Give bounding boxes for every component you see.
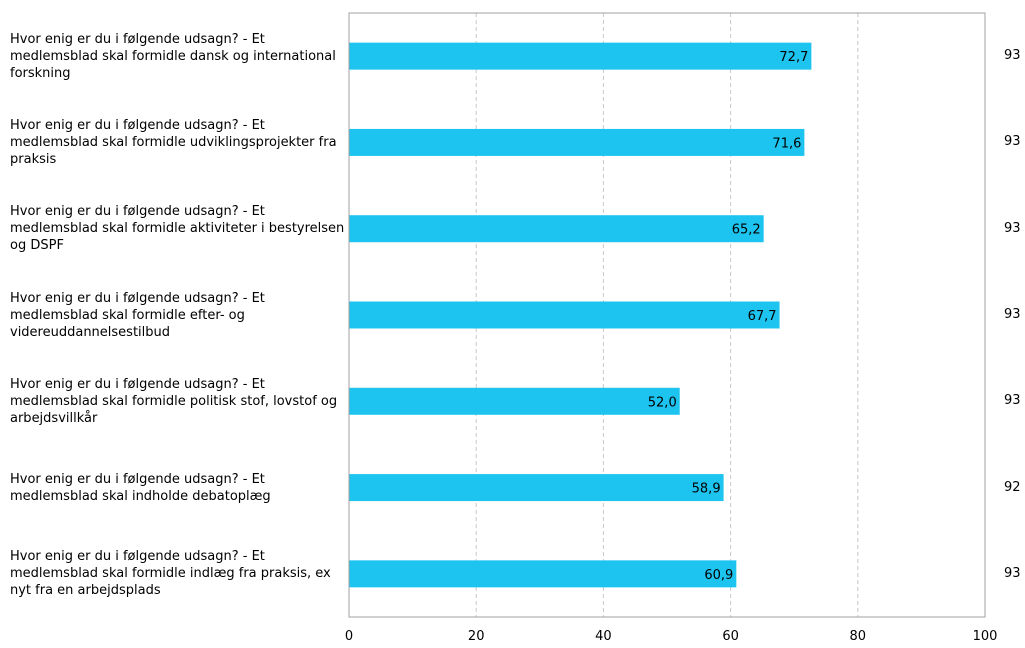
- category-label: Hvor enig er du i følgende udsagn? - Et …: [10, 290, 265, 340]
- bar-value-label: 72,7: [779, 50, 808, 65]
- category-label: Hvor enig er du i følgende udsagn? - Et …: [10, 376, 338, 426]
- bar-value-label: 58,9: [692, 482, 721, 497]
- x-tick-label: 20: [468, 629, 485, 644]
- bar: [349, 42, 812, 70]
- count-label: 93: [1004, 134, 1021, 150]
- bar: [349, 560, 737, 588]
- category-label: Hvor enig er du i følgende udsagn? - Et …: [10, 31, 336, 81]
- bar-value-label: 52,0: [648, 395, 677, 410]
- x-tick-label: 100: [973, 629, 998, 644]
- plot-frame: [348, 12, 986, 618]
- bar: [349, 128, 805, 156]
- x-tick-label: 60: [722, 629, 739, 644]
- count-label: 93: [1004, 393, 1021, 409]
- count-label: 92: [1004, 479, 1021, 495]
- x-tick-label: 0: [345, 629, 353, 644]
- count-label: 93: [1004, 565, 1021, 581]
- count-label: 93: [1004, 48, 1021, 64]
- x-tick-label: 40: [595, 629, 612, 644]
- category-label: Hvor enig er du i følgende udsagn? - Et …: [10, 549, 331, 599]
- category-label: Hvor enig er du i følgende udsagn? - Et …: [10, 204, 345, 254]
- category-label: Hvor enig er du i følgende udsagn? - Et …: [10, 471, 271, 504]
- bar-value-label: 65,2: [732, 223, 761, 238]
- bar-value-label: 67,7: [748, 309, 777, 324]
- category-label: Hvor enig er du i følgende udsagn? - Et …: [10, 117, 337, 167]
- bar: [349, 474, 724, 502]
- bars: 72,7 71,6 65,2 67,7 52,0 58,9 60,9: [349, 42, 812, 588]
- axes: 0 20 40 60 80 100: [345, 12, 998, 644]
- bar: [349, 387, 680, 415]
- count-label: 93: [1004, 220, 1021, 236]
- bar: [349, 301, 780, 329]
- bar-value-label: 71,6: [772, 136, 801, 151]
- bar: [349, 215, 764, 243]
- x-tick-label: 80: [850, 629, 867, 644]
- bar-value-label: 60,9: [704, 568, 733, 583]
- count-label: 93: [1004, 307, 1021, 322]
